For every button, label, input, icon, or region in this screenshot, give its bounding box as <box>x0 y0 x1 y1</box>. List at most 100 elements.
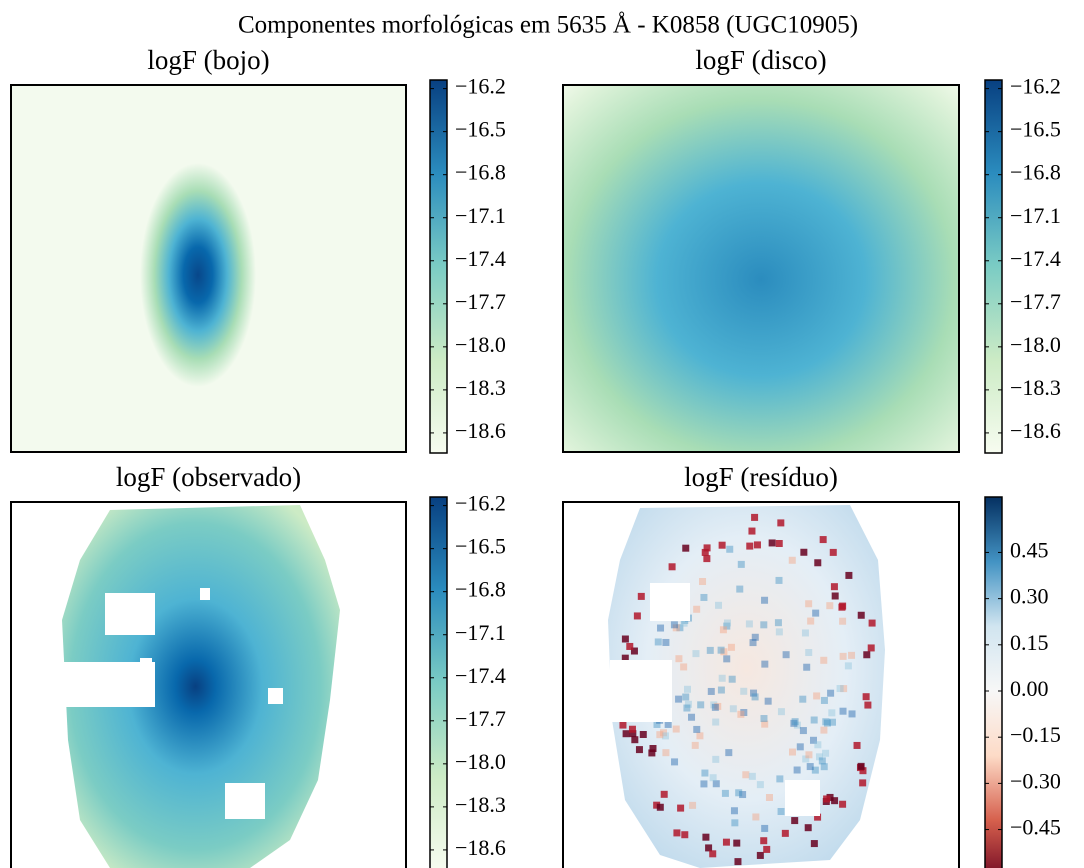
residual-pixel <box>805 600 813 608</box>
residual-pixel <box>714 702 722 710</box>
residual-pixel <box>675 695 683 703</box>
residual-pixel <box>756 781 764 789</box>
residual-pixel <box>822 718 830 726</box>
residual-pixel <box>848 651 856 659</box>
colorbar-tick-label: −17.1 <box>455 620 506 645</box>
residual-pixel <box>737 560 745 568</box>
residual-pixel <box>746 542 754 550</box>
residual-pixel <box>818 757 826 765</box>
residual-pixel <box>853 741 861 749</box>
residual-pixel <box>805 751 813 759</box>
residual-pixel <box>774 619 782 627</box>
colorbar-tick-label: −17.7 <box>455 706 506 731</box>
residual-pixel <box>760 837 768 845</box>
residual-pixel <box>823 719 831 727</box>
residual-pixel <box>803 663 811 671</box>
residual-pixel <box>761 824 769 832</box>
residual-pixel <box>831 592 839 600</box>
residual-pixel <box>829 548 837 556</box>
residual-pixel <box>703 555 711 563</box>
residual-pixel <box>777 808 785 816</box>
residual-pixel <box>723 655 731 663</box>
residual-pixel <box>662 638 670 646</box>
residual-pixel <box>820 656 828 664</box>
colorbar-tick-label: −16.8 <box>455 577 506 602</box>
residual-pixel <box>839 602 847 610</box>
residual-pixel <box>748 772 756 780</box>
residual-pixel <box>740 709 748 717</box>
colorbar-tick-label: 0.30 <box>1010 584 1049 609</box>
residual-pixel <box>664 720 672 728</box>
residual-pixel <box>633 612 641 620</box>
residual-pixel <box>761 720 769 728</box>
residual-pixel <box>765 794 773 802</box>
residual-pixel <box>867 644 875 652</box>
colorbar-tick-label: −0.30 <box>1010 768 1061 793</box>
residual-pixel <box>753 541 761 549</box>
residual-pixel <box>864 701 872 709</box>
panel-title: logF (bojo) <box>147 45 269 75</box>
residual-pixel <box>820 726 828 734</box>
residual-pixel <box>775 539 783 547</box>
residual-pixel <box>814 813 822 821</box>
colorbar-tick-label: −16.2 <box>455 74 506 99</box>
residual-pixel <box>649 745 657 753</box>
residual-pixel <box>631 736 639 744</box>
colorbar-tick-label: 0.45 <box>1010 537 1049 562</box>
residual-pixel <box>673 829 681 837</box>
residual-pixel <box>777 519 785 527</box>
residual-pixel <box>637 592 645 600</box>
residual-pixel <box>635 746 643 754</box>
residual-pixel <box>845 571 853 579</box>
residual-pixel <box>719 626 727 634</box>
residual-pixel <box>691 741 699 749</box>
residual-pixel <box>730 807 738 815</box>
residual-pixel <box>809 736 817 744</box>
residual-pixel <box>848 710 856 718</box>
residual-pixel <box>827 689 835 697</box>
residual-pixel <box>791 718 799 726</box>
residual-pixel <box>811 766 819 774</box>
residual-pixel <box>629 730 637 738</box>
residual-pixel <box>836 685 844 693</box>
residual-pixel <box>799 727 807 735</box>
residual-pixel <box>628 725 636 733</box>
colorbar-tick-label: −16.8 <box>455 160 506 185</box>
residual-pixel <box>857 611 865 619</box>
residual-pixel <box>776 775 784 783</box>
residual-pixel <box>802 755 810 763</box>
colorbar-tick-label: −18.0 <box>455 749 506 774</box>
residual-pixel <box>813 692 821 700</box>
residual-pixel <box>862 693 870 701</box>
residual-pixel <box>750 689 758 697</box>
residual-pixel <box>722 838 730 846</box>
panel: logF (disco) −16.2 −16.5 −16.8 −17.1 −17.4 −17… <box>562 45 1061 454</box>
residual-pixel <box>760 621 768 629</box>
residual-pixel <box>742 771 750 779</box>
residual-pixel <box>796 743 804 751</box>
colorbar-tick-label: −18.6 <box>455 418 506 443</box>
residual-pixel <box>711 703 719 711</box>
image-frame <box>562 501 960 868</box>
residual-pixel <box>736 585 744 593</box>
residual-pixel <box>731 819 739 827</box>
residual-pixel <box>659 729 667 737</box>
colorbar-tick-label: −18.6 <box>455 835 506 860</box>
residual-pixel <box>709 774 717 782</box>
residual-pixel <box>751 633 759 641</box>
residual-pixel <box>703 544 711 552</box>
residual-pixel <box>670 621 678 629</box>
residual-pixel <box>793 766 801 774</box>
residual-pixel <box>688 713 696 721</box>
residual-pixel <box>668 563 676 571</box>
residual-pixel <box>712 718 720 726</box>
residual-pixel <box>721 789 729 797</box>
colorbar-tick-label: −16.5 <box>455 117 506 142</box>
residual-pixel <box>700 593 708 601</box>
residual-pixel <box>723 619 731 627</box>
residual-pixel <box>789 748 797 756</box>
residual-pixel <box>839 617 847 625</box>
residual-pixel <box>733 839 741 847</box>
colorbar-tick-label: −16.8 <box>1010 160 1061 185</box>
